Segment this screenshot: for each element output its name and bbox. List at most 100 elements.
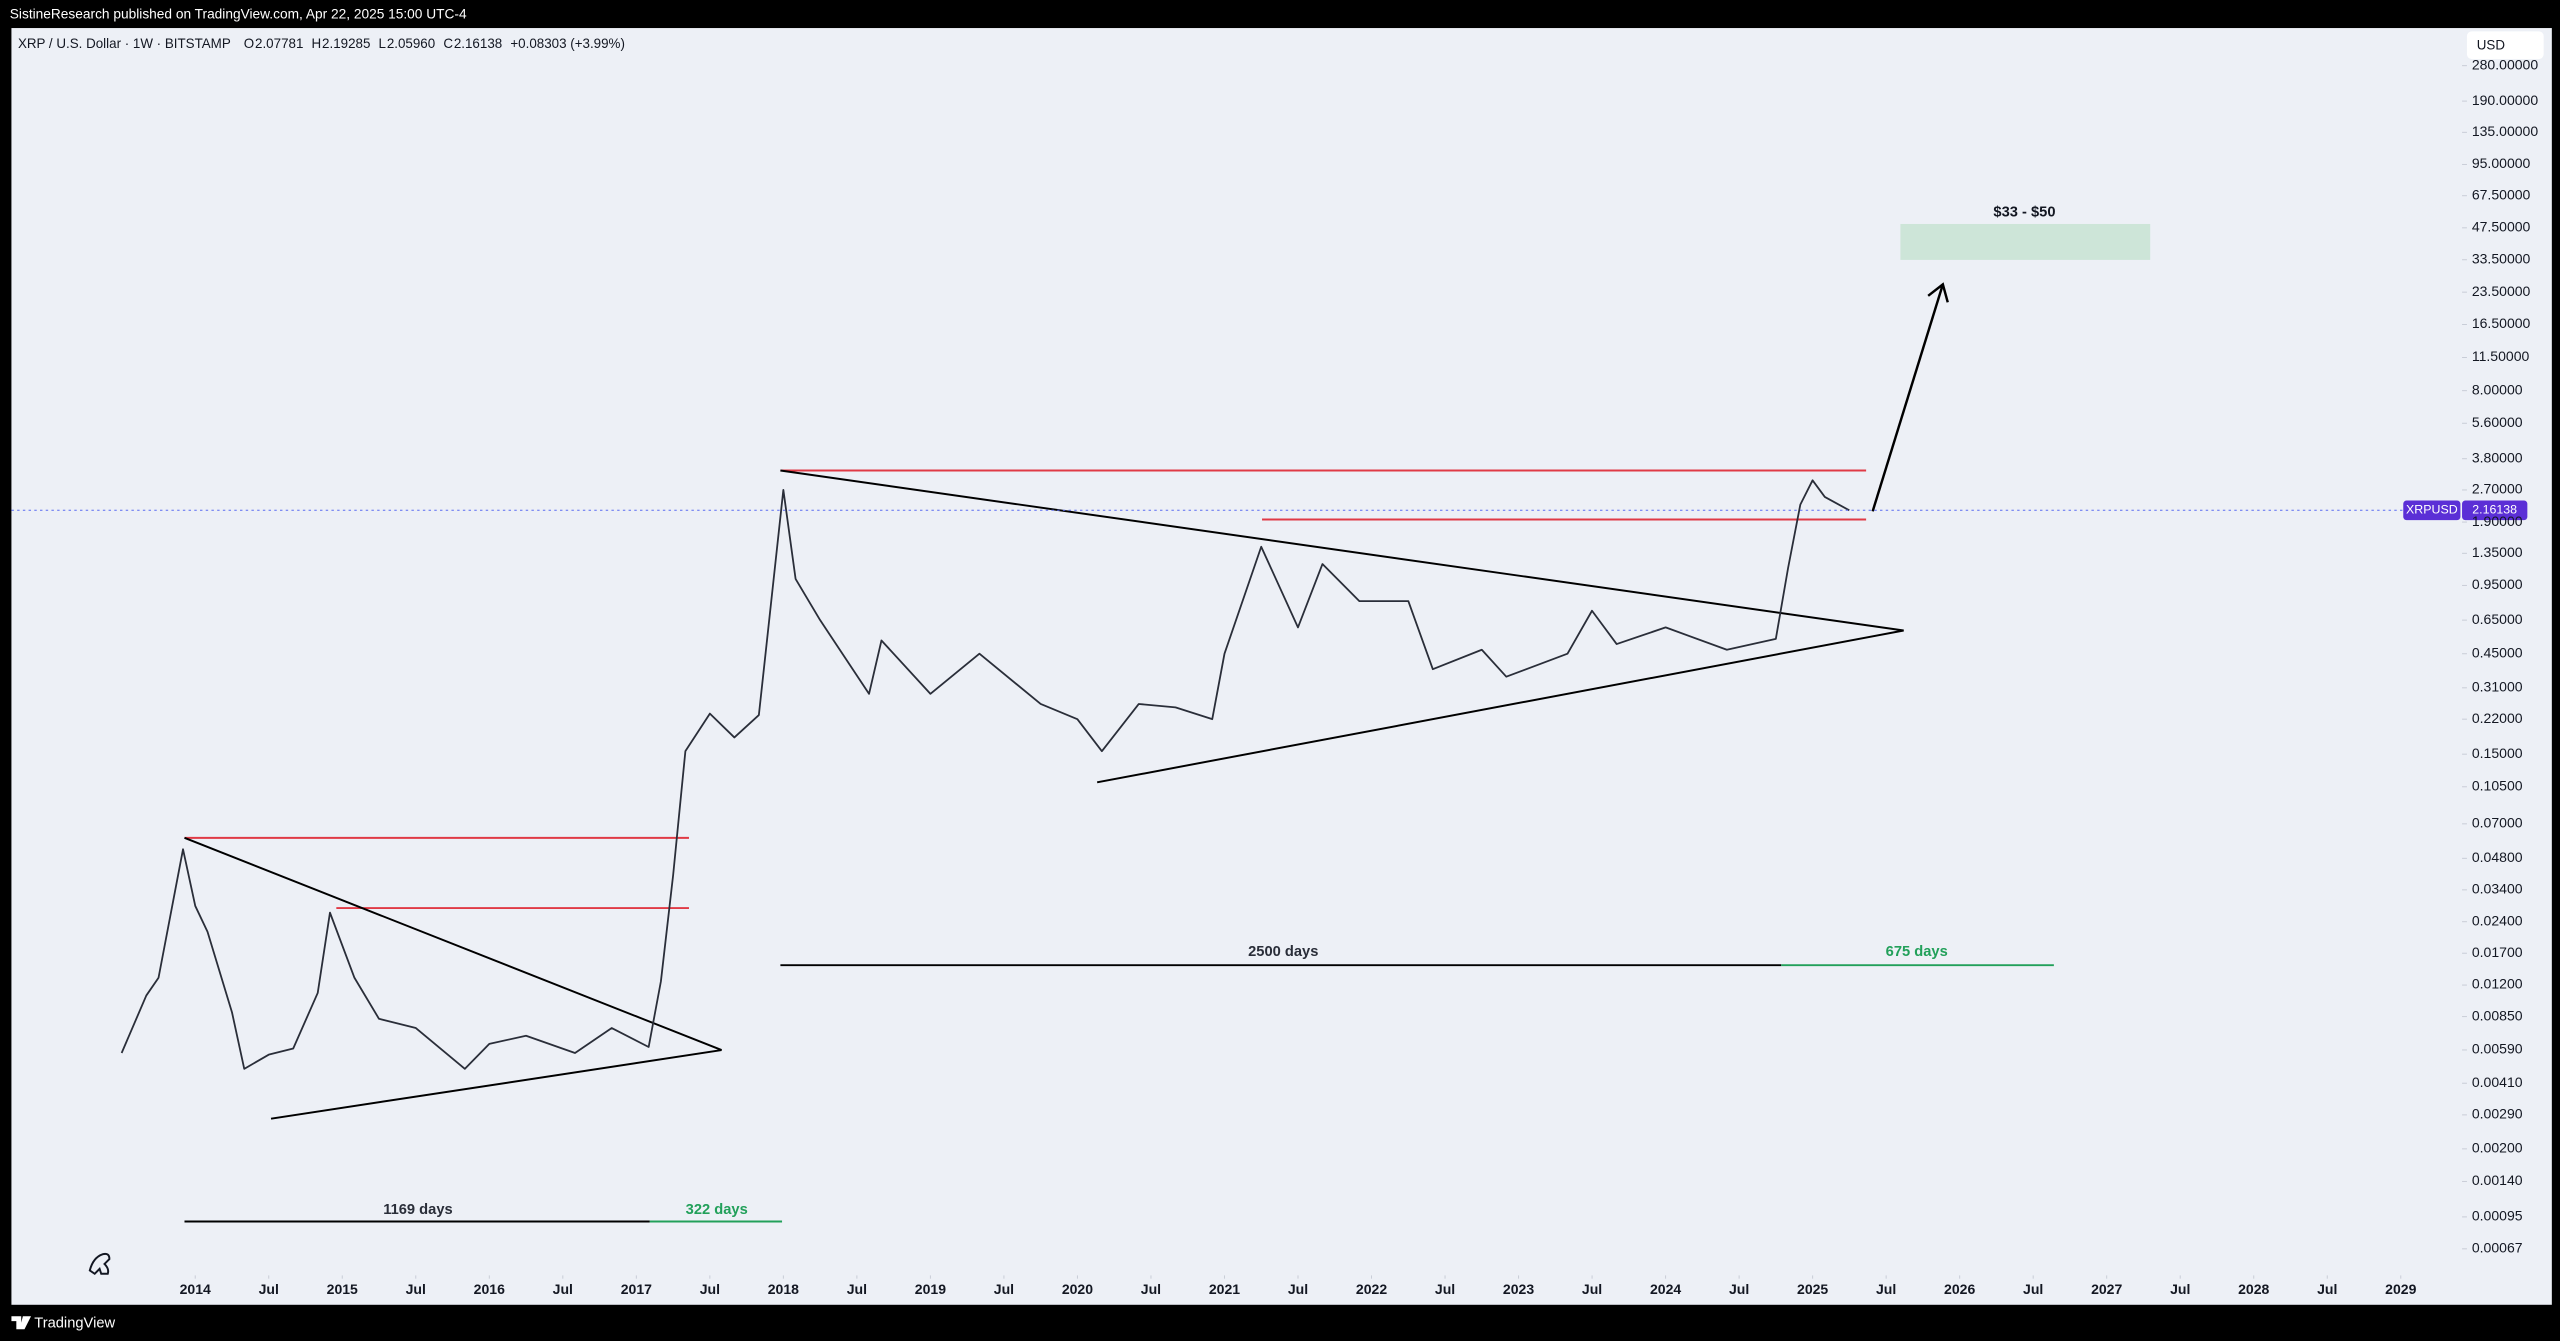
y-tick-label: 5.60000: [2472, 414, 2523, 430]
x-tick-label: 2017: [621, 1281, 652, 1297]
change-value: +0.08303 (+3.99%): [510, 36, 625, 51]
x-tick-label: Jul: [259, 1281, 279, 1297]
ohlc-value: 2.05960: [387, 36, 435, 51]
x-tick-label: 2024: [1650, 1281, 1681, 1297]
ohlc-value: 2.07781: [255, 36, 303, 51]
ohlc-value: 2.19285: [322, 36, 370, 51]
x-tick-label: Jul: [1141, 1281, 1161, 1297]
x-tick-label: Jul: [406, 1281, 426, 1297]
x-tick-label: Jul: [1876, 1281, 1896, 1297]
x-tick-label: 2020: [1062, 1281, 1093, 1297]
footer-bar: [0, 1306, 2560, 1341]
x-tick-label: 2028: [2238, 1281, 2269, 1297]
ohlc-label: C: [443, 36, 453, 51]
span-label: 322 days: [686, 1202, 748, 1218]
symbol-tag-box: [2403, 500, 2461, 521]
x-tick-label: Jul: [1435, 1281, 1455, 1297]
span-label: 1169 days: [383, 1202, 452, 1218]
triangle-line: [1096, 629, 1904, 784]
footer-brand: TradingView: [34, 1315, 115, 1331]
x-tick-label: 2022: [1356, 1281, 1387, 1297]
projection-arrow: [1871, 284, 1945, 512]
x-tick-label: 2018: [768, 1281, 799, 1297]
y-tick-label: 23.50000: [2472, 283, 2531, 299]
x-tick-label: Jul: [1729, 1281, 1749, 1297]
x-tick-label: 2019: [915, 1281, 946, 1297]
plot-background: [11, 28, 2552, 1305]
y-tick-label: 0.00410: [2472, 1074, 2523, 1090]
x-tick-label: 2016: [474, 1281, 505, 1297]
x-tick-label: 2014: [180, 1281, 211, 1297]
annotations: $33 - $50 1169 days 322 days 2500 days 6…: [383, 204, 2055, 1218]
y-tick-label: 0.45000: [2472, 644, 2523, 660]
y-tick-label: 47.50000: [2472, 219, 2531, 235]
currency-box: [2466, 31, 2544, 60]
x-tick-label: Jul: [2317, 1281, 2337, 1297]
x-tick-label: 2027: [2091, 1281, 2122, 1297]
y-tick-label: 0.01700: [2472, 944, 2523, 960]
x-tick-label: 2023: [1503, 1281, 1534, 1297]
price-line: [120, 479, 1850, 1070]
y-tick-label: 0.65000: [2472, 611, 2523, 627]
price-series: XRPUSD 2.16138: [11, 479, 2528, 1070]
x-tick-label: Jul: [553, 1281, 573, 1297]
y-tick-label: 67.50000: [2472, 186, 2531, 202]
price-tag: 2.16138: [2472, 503, 2517, 517]
y-tick-label: 280.00000: [2472, 56, 2539, 72]
y-tick-label: 0.10500: [2472, 777, 2523, 793]
y-tick-label: 0.15000: [2472, 745, 2523, 761]
x-tick-label: 2025: [1797, 1281, 1828, 1297]
triangle-line: [780, 469, 1904, 632]
x-tick-label: Jul: [2170, 1281, 2190, 1297]
x-tick-label: Jul: [994, 1281, 1014, 1297]
y-tick-label: 11.50000: [2472, 348, 2530, 364]
x-tick-label: 2026: [1944, 1281, 1975, 1297]
ohlc-label: O: [244, 36, 254, 51]
currency: USD: [2477, 38, 2506, 53]
price-tag-box: [2462, 500, 2528, 521]
y-tick-label: 0.04800: [2472, 849, 2523, 865]
y-tick-label: 0.00590: [2472, 1041, 2523, 1057]
x-axis: 2014 Jul 2015 Jul 2016 Jul 2017 Jul 2018 Jul 2019 J…: [180, 1275, 2417, 1297]
x-tick-label: Jul: [2023, 1281, 2043, 1297]
x-tick-label: 2021: [1209, 1281, 1240, 1297]
y-tick-label: 0.00140: [2472, 1172, 2523, 1188]
triangle-line: [270, 1049, 722, 1120]
y-tick-label: 8.00000: [2472, 381, 2523, 397]
x-tick-label: Jul: [847, 1281, 867, 1297]
y-tick-label: 2.70000: [2472, 481, 2523, 497]
span-label: 2500 days: [1248, 944, 1318, 960]
x-tick-label: 2029: [2385, 1281, 2416, 1297]
ohlc-legend: O 2.07781 H 2.19285 L 2.05960 C 2.16138 +0.08303…: [244, 36, 625, 51]
y-tick-label: 190.00000: [2472, 92, 2539, 108]
y-tick-label: 0.03400: [2472, 881, 2523, 897]
brand-logo: [11, 1316, 32, 1330]
target-zone: [1900, 223, 2151, 260]
y-tick-label: 1.35000: [2472, 544, 2523, 560]
drawings: [184, 282, 2054, 1223]
y-tick-label: 16.50000: [2472, 315, 2531, 331]
y-tick-label: 0.22000: [2472, 710, 2523, 726]
x-tick-label: Jul: [1582, 1281, 1602, 1297]
y-tick-label: 0.00850: [2472, 1007, 2523, 1023]
y-tick-label: 0.00200: [2472, 1140, 2523, 1156]
x-tick-label: Jul: [700, 1281, 720, 1297]
y-tick-label: 135.00000: [2472, 123, 2539, 139]
ohlc-value: 2.16138: [454, 36, 502, 51]
y-tick-label: 0.00290: [2472, 1106, 2523, 1122]
y-tick-label: 1.90000: [2472, 513, 2523, 529]
triangle-line: [184, 836, 722, 1052]
y-tick-label: 0.07000: [2472, 815, 2523, 831]
y-tick-label: 0.01200: [2472, 976, 2523, 992]
tv-watermark: [88, 1252, 111, 1276]
ohlc-label: L: [379, 36, 386, 51]
y-tick-label: 0.95000: [2472, 576, 2523, 592]
y-tick-label: 0.00095: [2472, 1208, 2523, 1224]
x-tick-label: Jul: [1288, 1281, 1308, 1297]
ohlc-label: H: [312, 36, 322, 51]
target-label: $33 - $50: [1993, 204, 2055, 220]
x-tick-label: 2015: [327, 1281, 358, 1297]
y-tick-label: 0.02400: [2472, 912, 2523, 928]
symbol-title: XRP / U.S. Dollar · 1W · BITSTAMP: [18, 36, 231, 51]
